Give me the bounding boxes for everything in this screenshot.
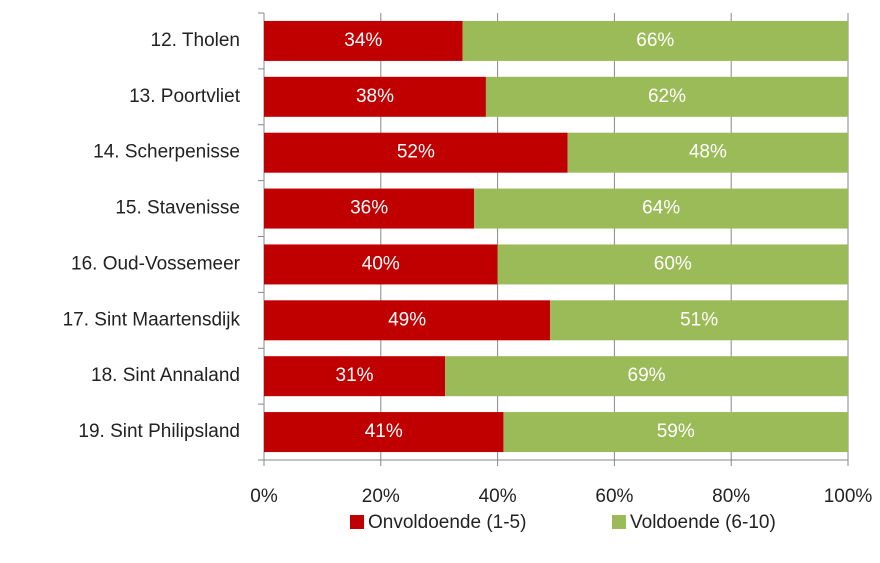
y-tick-label: 15. Stavenisse — [115, 198, 240, 219]
data-label: 38% — [356, 86, 394, 107]
bar-segment — [264, 300, 551, 341]
x-tick-label: 40% — [479, 486, 517, 507]
y-tick-label: 13. Poortvliet — [129, 86, 241, 107]
data-label: 66% — [636, 30, 674, 51]
data-label: 62% — [648, 86, 686, 107]
x-tick-label: 60% — [595, 486, 633, 507]
data-label: 31% — [336, 365, 374, 386]
legend-label: Voldoende (6-10) — [630, 512, 776, 533]
y-tick-label: 18. Sint Annaland — [91, 365, 240, 386]
x-tick-label: 80% — [712, 486, 750, 507]
y-tick-label: 16. Oud-Vossemeer — [71, 253, 241, 274]
bar-segment — [264, 188, 475, 229]
bar-segment — [264, 356, 446, 397]
bar-segment — [550, 300, 848, 341]
bar-segment — [497, 244, 848, 285]
bar-segment — [474, 188, 848, 229]
bar-segment — [485, 76, 848, 117]
y-tick-label: 19. Sint Philipsland — [78, 421, 240, 442]
y-tick-label: 12. Tholen — [151, 30, 240, 51]
bar-segment — [264, 244, 498, 285]
data-label: 41% — [365, 421, 403, 442]
data-label: 60% — [654, 253, 692, 274]
x-tick-label: 0% — [250, 486, 278, 507]
x-tick-label: 20% — [362, 486, 400, 507]
bar-segment — [264, 412, 504, 453]
bar-segment — [567, 132, 848, 173]
legend-swatch — [612, 515, 626, 529]
data-label: 52% — [397, 142, 435, 163]
data-label: 69% — [628, 365, 666, 386]
data-label: 59% — [657, 421, 695, 442]
bar-segment — [264, 76, 486, 117]
data-label: 40% — [362, 253, 400, 274]
bar-segment — [445, 356, 848, 397]
data-label: 51% — [680, 309, 718, 330]
x-tick-label: 100% — [824, 486, 873, 507]
y-tick-label: 17. Sint Maartensdijk — [63, 309, 241, 330]
bar-segment — [264, 20, 463, 61]
data-label: 48% — [689, 142, 727, 163]
data-label: 49% — [388, 309, 426, 330]
data-label: 34% — [344, 30, 382, 51]
data-label: 36% — [350, 198, 388, 219]
legend-swatch — [350, 515, 364, 529]
y-tick-label: 14. Scherpenisse — [93, 142, 240, 163]
data-label: 64% — [642, 198, 680, 219]
bar-segment — [462, 20, 848, 61]
bar-segment — [503, 412, 848, 453]
legend-label: Onvoldoende (1-5) — [368, 512, 526, 533]
bar-segment — [264, 132, 568, 173]
